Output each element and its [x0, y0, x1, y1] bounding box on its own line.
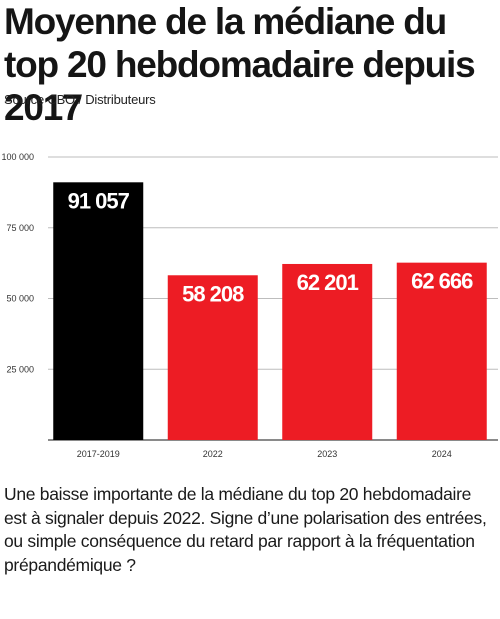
bar-value-label: 58 208	[182, 281, 244, 306]
bar-2022	[167, 275, 258, 440]
chart-source: Source CBO / Distributeurs	[4, 92, 156, 107]
chart-title: Moyenne de la médiane du top 20 hebdomad…	[4, 1, 476, 128]
bar-2017-2019	[53, 182, 144, 440]
bar-value-label: 62 666	[411, 269, 473, 294]
y-tick-label: 100 000	[1, 152, 34, 162]
x-tick-label: 2022	[203, 449, 223, 459]
x-tick-label: 2024	[432, 449, 452, 459]
y-tick-label: 75 000	[6, 223, 34, 233]
y-tick-label: 25 000	[6, 364, 34, 374]
x-tick-label: 2017-2019	[77, 449, 120, 459]
bar-value-label: 91 057	[68, 188, 130, 213]
bar-2023	[282, 263, 373, 440]
chart-caption: Une baisse importante de la médiane du t…	[4, 484, 487, 575]
bar-value-label: 62 201	[297, 270, 359, 295]
y-tick-label: 50 000	[6, 294, 34, 304]
bar-chart: 91 057 58 208 62 201 62 666 25 000 50 000 75 …	[1, 152, 498, 459]
bar-2024	[396, 262, 487, 440]
x-tick-label: 2023	[317, 449, 337, 459]
